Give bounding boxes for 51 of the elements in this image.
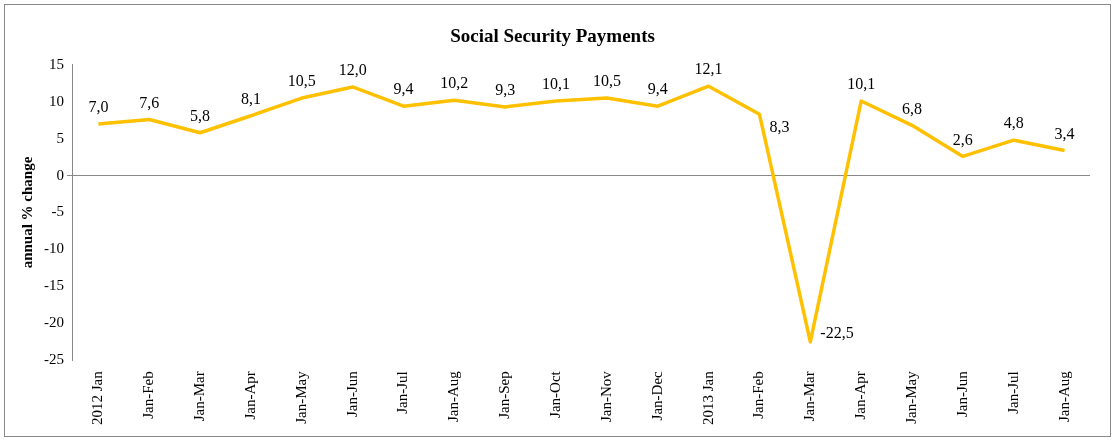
x-tick-label: Jan-Jun bbox=[343, 370, 360, 418]
data-label: 9,3 bbox=[495, 81, 516, 99]
data-label: 10,1 bbox=[847, 75, 876, 93]
y-tick-label: 5 bbox=[56, 129, 64, 146]
data-label: 9,4 bbox=[393, 80, 414, 98]
y-axis-title: annual % change bbox=[18, 156, 35, 269]
x-tick-label: Jan-Dec bbox=[648, 370, 665, 421]
data-label: 5,8 bbox=[190, 106, 211, 124]
x-tick-label: Jan-Aug bbox=[1055, 370, 1072, 423]
data-label: 4,8 bbox=[1003, 114, 1024, 132]
data-label: 7,0 bbox=[88, 98, 109, 116]
data-label: 9,4 bbox=[647, 80, 668, 98]
x-tick-label: Jan-Nov bbox=[597, 370, 614, 423]
x-tick-label: Jan-Sep bbox=[496, 371, 513, 419]
x-tick-label: Jan-May bbox=[902, 370, 919, 424]
x-tick-label: 2013 Jan bbox=[699, 370, 716, 425]
x-tick-label: Jan-Jul bbox=[394, 371, 411, 414]
data-label: 10,1 bbox=[542, 75, 571, 93]
y-tick-label: -10 bbox=[44, 240, 64, 257]
y-tick-label: -20 bbox=[44, 314, 64, 331]
x-tick-label: Jan-Jul bbox=[1004, 371, 1021, 414]
x-tick-label: Jan-May bbox=[292, 370, 309, 424]
data-label: 8,3 bbox=[769, 118, 790, 136]
data-label: 2,6 bbox=[952, 130, 973, 148]
y-tick-label: -25 bbox=[44, 351, 64, 368]
data-label: 10,5 bbox=[287, 72, 316, 90]
x-tick-label: Jan-Mar bbox=[801, 371, 818, 422]
data-label: 7,6 bbox=[139, 93, 160, 111]
x-tick-label: Jan-Jun bbox=[953, 370, 970, 418]
data-label: 12,1 bbox=[694, 60, 723, 78]
data-label: 10,5 bbox=[592, 72, 621, 90]
x-tick-label: Jan-Apr bbox=[852, 371, 869, 420]
data-label: 8,1 bbox=[240, 89, 261, 107]
x-tick-label: Jan-Mar bbox=[191, 371, 208, 422]
x-tick-label: Jan-Oct bbox=[547, 370, 564, 418]
x-tick-label: 2012 Jan bbox=[89, 370, 106, 425]
x-tick-label: Jan-Feb bbox=[750, 371, 767, 419]
x-tick-label: Jan-Feb bbox=[140, 371, 157, 419]
chart-title: Social Security Payments bbox=[450, 25, 655, 47]
x-tick-label: Jan-Aug bbox=[445, 370, 462, 423]
y-tick-label: 10 bbox=[49, 92, 64, 109]
data-label: 3,4 bbox=[1054, 124, 1075, 142]
data-label: 12,0 bbox=[338, 61, 367, 79]
y-tick-label: -5 bbox=[51, 203, 64, 220]
x-tick-label: Jan-Apr bbox=[241, 371, 258, 420]
y-tick-label: 15 bbox=[49, 55, 64, 72]
y-tick-label: 0 bbox=[56, 166, 64, 183]
y-tick-label: -15 bbox=[44, 277, 64, 294]
data-label: 6,8 bbox=[902, 99, 923, 117]
data-label: 10,2 bbox=[440, 74, 469, 92]
data-label: -22,5 bbox=[820, 323, 854, 341]
